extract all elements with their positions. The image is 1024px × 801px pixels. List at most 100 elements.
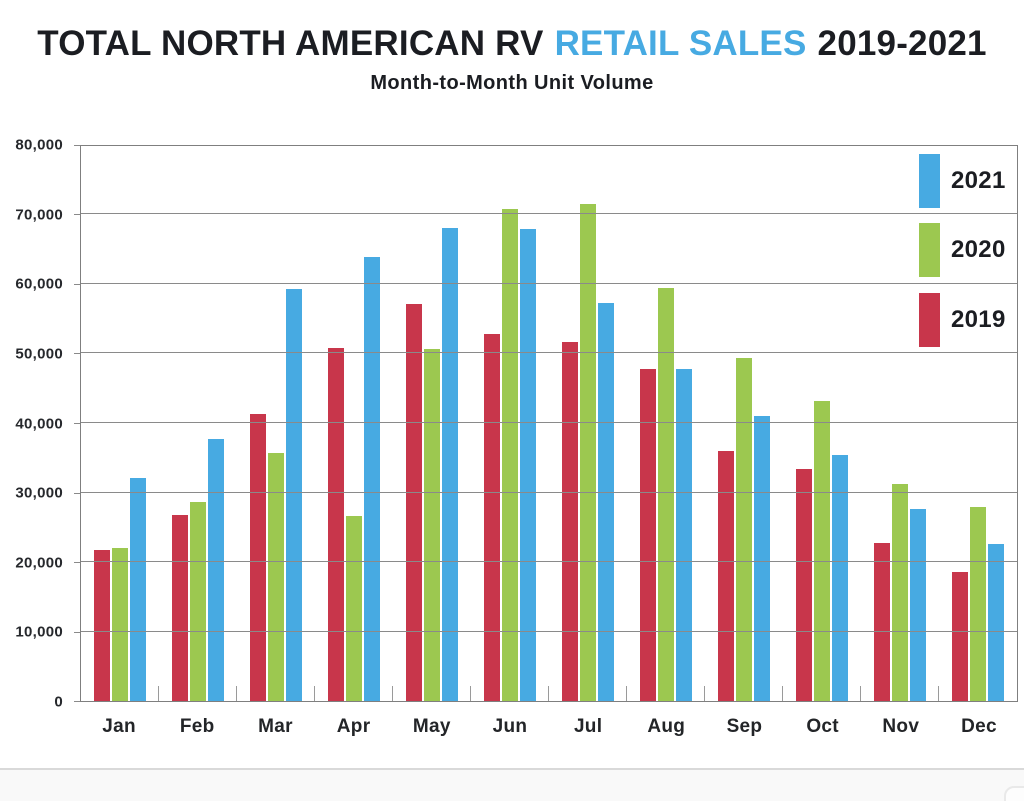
month-boundary-tick: [704, 686, 705, 701]
chart-title-part1: TOTAL NORTH AMERICAN RV: [37, 24, 544, 63]
bar-2020-jun: [502, 209, 518, 701]
bar-2021-nov: [910, 508, 926, 701]
chart-subtitle: Month-to-Month Unit Volume: [370, 72, 654, 94]
bar-2019-dec: [952, 571, 968, 701]
y-axis-tick: [74, 631, 80, 633]
bar-2020-dec: [970, 506, 986, 701]
gridline: [81, 213, 1017, 215]
legend-swatch-2020: [919, 223, 940, 278]
bar-2019-jun: [484, 334, 500, 701]
gridline: [81, 491, 1017, 493]
month-group-feb: [158, 146, 237, 701]
y-axis-tick: [74, 214, 80, 216]
x-axis-label: Jul: [573, 716, 603, 737]
bar-2021-dec: [988, 543, 1004, 701]
chart-title-part2: 2019-2021: [817, 24, 987, 63]
bar-2021-jan: [130, 477, 146, 701]
month-boundary-tick: [470, 686, 471, 701]
legend-label-2019: 2019: [951, 306, 1006, 334]
month-boundary-tick: [392, 686, 393, 701]
x-axis-label: Jun: [492, 716, 528, 737]
x-axis: Jan Feb Mar Apr May Jun Jul Aug Sep Oct Nov Dec: [80, 716, 1018, 738]
month-boundary-tick: [158, 686, 159, 701]
bar-2019-nov: [874, 542, 890, 701]
bar-2019-jul: [562, 341, 578, 701]
y-axis-tick: [74, 562, 80, 564]
y-axis-tick: [74, 701, 80, 702]
x-axis-label: Feb: [179, 716, 215, 737]
legend-swatch-2021: [919, 153, 940, 208]
month-boundary-tick: [938, 686, 939, 701]
bar-2021-jun: [520, 229, 536, 701]
month-group-jun: [470, 146, 549, 701]
month-boundary-tick: [548, 686, 549, 701]
bar-2020-nov: [892, 483, 908, 701]
legend-item-2020: 2020: [852, 216, 1017, 286]
y-axis: 0 10,000 20,000 30,000 40,000 50,000 60,000 70,…: [0, 137, 72, 711]
bar-2019-apr: [328, 347, 344, 701]
y-axis-tick: [74, 423, 80, 424]
month-boundary-tick: [626, 686, 627, 701]
legend-label-2020: 2020: [951, 236, 1006, 264]
chart-title-highlight: RETAIL SALES: [554, 24, 807, 63]
month-group-may: [392, 146, 471, 701]
legend: 2021 2020 2019: [852, 146, 1017, 355]
x-axis-label: Jan: [102, 716, 136, 737]
bar-2019-jan: [94, 549, 110, 701]
legend-item-2019: 2019: [852, 285, 1017, 355]
y-axis-tick: [74, 492, 80, 494]
plot-area: 2021 2020 2019: [80, 145, 1018, 702]
y-axis-tick-label: 30,000: [15, 484, 63, 502]
gridline: [81, 422, 1017, 423]
bar-2021-oct: [832, 454, 848, 701]
month-boundary-tick: [782, 686, 783, 701]
bar-2021-aug: [676, 369, 692, 701]
x-axis-label: Dec: [961, 716, 997, 737]
legend-swatch-2019: [919, 293, 940, 348]
y-axis-tick-label: 70,000: [15, 206, 63, 224]
x-axis-label: May: [412, 716, 451, 737]
bar-2019-mar: [250, 413, 266, 701]
y-axis-tick-label: 0: [54, 693, 63, 711]
y-axis-tick-label: 50,000: [15, 345, 63, 363]
bar-2019-aug: [640, 368, 656, 701]
y-axis-tick: [74, 353, 80, 355]
month-boundary-tick: [236, 686, 237, 701]
bar-2020-oct: [814, 400, 830, 701]
x-axis-label: Aug: [647, 716, 686, 737]
y-axis-tick-label: 10,000: [15, 623, 63, 641]
y-axis-tick-label: 60,000: [15, 275, 63, 293]
y-axis-tick: [74, 145, 80, 146]
bar-2019-may: [406, 304, 422, 701]
bar-2021-jul: [598, 302, 614, 701]
month-group-jul: [548, 146, 627, 701]
bar-2020-aug: [658, 287, 674, 701]
bar-2020-jan: [112, 548, 128, 701]
bars-layer: [81, 146, 1017, 701]
legend-item-2021: 2021: [852, 146, 1017, 216]
month-group-nov: [860, 146, 939, 701]
y-axis-tick-label: 20,000: [15, 554, 63, 572]
chart-title: TOTAL NORTH AMERICAN RV RETAIL SALES 201…: [0, 24, 1024, 64]
gridline: [81, 630, 1017, 632]
bar-2020-feb: [190, 501, 206, 701]
bar-2021-feb: [208, 439, 224, 701]
bar-2021-may: [442, 227, 458, 701]
gridline: [81, 352, 1017, 354]
bar-2021-apr: [364, 257, 380, 701]
footer-divider: [0, 768, 1024, 770]
bar-2020-mar: [268, 452, 284, 701]
gridline: [81, 282, 1017, 284]
month-group-mar: [236, 146, 315, 701]
month-boundary-tick: [860, 686, 861, 701]
bar-2020-sep: [736, 358, 752, 701]
month-group-oct: [782, 146, 861, 701]
month-group-dec: [938, 146, 1017, 701]
month-boundary-tick: [314, 686, 315, 701]
bar-2020-may: [424, 348, 440, 701]
y-axis-tick-label: 40,000: [15, 415, 63, 432]
footer-strip: [0, 770, 1024, 801]
x-axis-label: Oct: [806, 716, 839, 737]
bar-2019-sep: [718, 451, 734, 701]
